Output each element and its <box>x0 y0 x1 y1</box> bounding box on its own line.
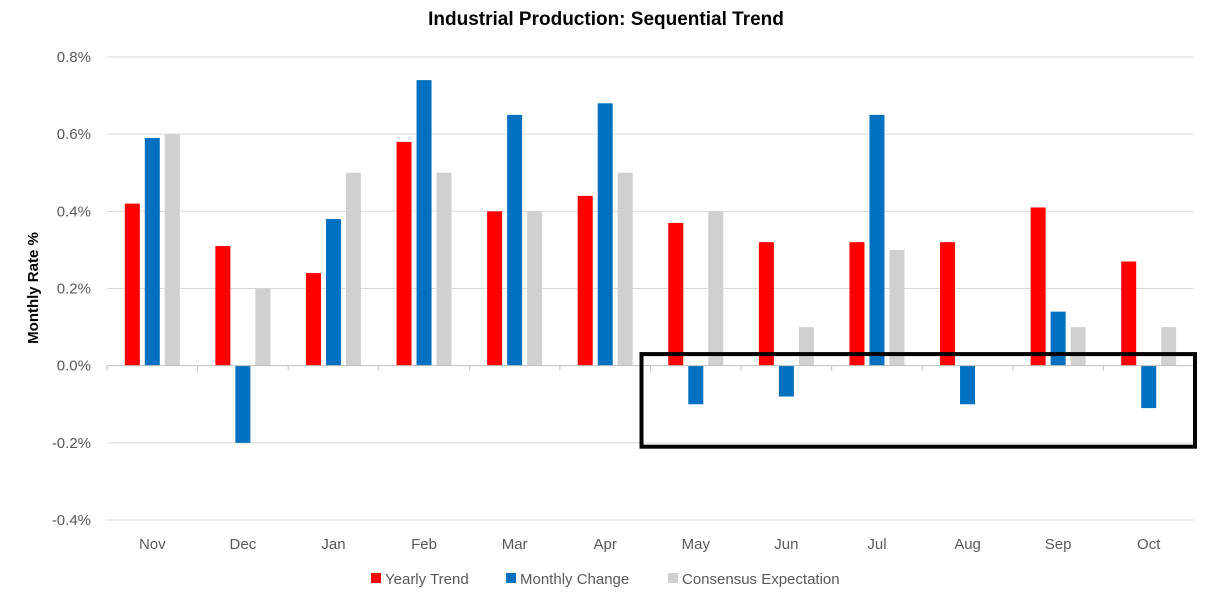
chart-title: Industrial Production: Sequential Trend <box>428 9 784 30</box>
bar-consensus-expectation-apr <box>617 172 633 366</box>
y-axis-label: Monthly Rate % <box>25 232 42 344</box>
bar-monthly-change-dec <box>235 365 251 443</box>
bar-consensus-expectation-feb <box>436 172 452 366</box>
bar-monthly-change-mar <box>507 114 523 366</box>
bar-monthly-change-jun <box>778 365 794 397</box>
legend-swatch <box>371 573 381 583</box>
bar-yearly-trend-aug <box>940 242 956 366</box>
bar-yearly-trend-oct <box>1121 261 1137 366</box>
bar-yearly-trend-apr <box>577 195 593 366</box>
y-tick-label: 0.0% <box>57 358 91 375</box>
bar-monthly-change-sep <box>1050 311 1066 366</box>
x-tick-label: Jun <box>774 536 798 553</box>
bar-yearly-trend-feb <box>396 141 412 366</box>
y-tick-label: 0.2% <box>57 281 91 298</box>
bar-yearly-trend-jun <box>758 242 774 366</box>
bar-yearly-trend-nov <box>124 203 140 366</box>
bar-consensus-expectation-mar <box>527 211 543 366</box>
x-tick-label: Apr <box>594 536 617 553</box>
annotation <box>639 352 1197 449</box>
legend-label: Consensus Expectation <box>682 571 840 588</box>
x-tick-label: Jul <box>867 536 886 553</box>
bars <box>124 80 1177 443</box>
bar-consensus-expectation-jan <box>345 172 361 366</box>
bar-consensus-expectation-may <box>708 211 724 366</box>
bar-monthly-change-jul <box>869 114 885 366</box>
bar-consensus-expectation-jul <box>889 249 905 366</box>
legend-label: Monthly Change <box>520 571 629 588</box>
bar-consensus-expectation-jun <box>798 327 814 366</box>
x-tick-label: Oct <box>1137 536 1161 553</box>
x-axis-ticks: Nov Dec Jan Feb Mar Apr May Jun Jul Aug Sep Oct <box>139 536 1161 553</box>
bar-monthly-change-apr <box>597 103 613 366</box>
bar-consensus-expectation-oct <box>1161 327 1177 366</box>
legend: Yearly Trend Monthly Change Consensus Expe… <box>371 571 840 588</box>
y-tick-label: 0.4% <box>57 203 91 220</box>
x-tick-label: Dec <box>230 536 257 553</box>
bar-yearly-trend-jan <box>305 273 321 366</box>
y-tick-label: -0.4% <box>52 512 91 529</box>
bar-monthly-change-nov <box>144 138 160 366</box>
bar-yearly-trend-dec <box>215 246 231 366</box>
y-tick-label: -0.2% <box>52 435 91 452</box>
x-tick-label: Mar <box>502 536 528 553</box>
bar-monthly-change-oct <box>1141 365 1157 409</box>
x-tick-label: Feb <box>411 536 437 553</box>
legend-label: Yearly Trend <box>385 571 469 588</box>
bar-yearly-trend-jul <box>849 242 865 366</box>
bar-yearly-trend-mar <box>487 211 503 366</box>
x-tick-label: May <box>682 536 711 553</box>
bar-monthly-change-may <box>688 365 704 405</box>
x-tick-label: Sep <box>1045 536 1072 553</box>
y-tick-label: 0.6% <box>57 126 91 143</box>
y-tick-label: 0.8% <box>57 49 91 66</box>
bar-consensus-expectation-sep <box>1070 327 1086 366</box>
x-tick-label: Jan <box>321 536 345 553</box>
bar-monthly-change-jan <box>325 219 341 366</box>
gridlines <box>107 56 1194 521</box>
legend-swatch <box>506 573 516 583</box>
bar-yearly-trend-may <box>668 222 684 366</box>
bar-monthly-change-feb <box>416 80 432 366</box>
bar-consensus-expectation-dec <box>255 288 271 366</box>
highlight-box <box>639 352 1197 449</box>
x-tick-label: Aug <box>954 536 981 553</box>
y-axis-ticks: 0.8% 0.6% 0.4% 0.2% 0.0% -0.2% -0.4% <box>52 49 91 529</box>
bar-yearly-trend-sep <box>1030 207 1046 366</box>
bar-consensus-expectation-nov <box>164 134 180 366</box>
legend-swatch <box>668 573 678 583</box>
x-axis <box>106 365 1195 371</box>
bar-monthly-change-aug <box>960 365 976 405</box>
x-tick-label: Nov <box>139 536 166 553</box>
